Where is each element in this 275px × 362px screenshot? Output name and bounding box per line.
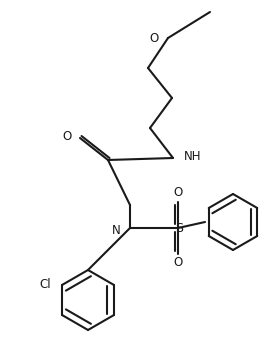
Text: N: N bbox=[112, 223, 121, 236]
Text: NH: NH bbox=[184, 150, 202, 163]
Text: O: O bbox=[173, 186, 183, 199]
Text: O: O bbox=[63, 130, 72, 143]
Text: O: O bbox=[173, 257, 183, 269]
Text: S: S bbox=[175, 223, 183, 236]
Text: O: O bbox=[150, 31, 159, 45]
Text: Cl: Cl bbox=[39, 278, 51, 291]
